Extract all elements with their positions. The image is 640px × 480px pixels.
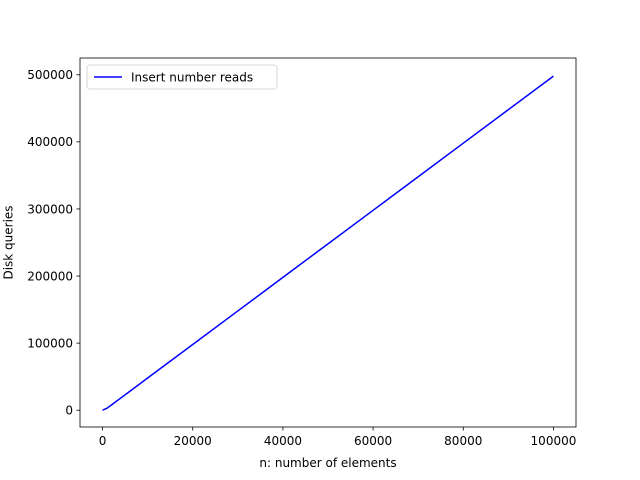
x-tick-label: 40000 — [264, 434, 302, 448]
x-tick-label: 80000 — [444, 434, 482, 448]
y-axis: 0 100000 200000 300000 400000 500000 — [27, 68, 80, 418]
legend: Insert number reads — [86, 64, 278, 90]
x-tick-label: 0 — [99, 434, 107, 448]
legend-box — [86, 64, 278, 90]
x-tick-label: 100000 — [531, 434, 577, 448]
y-tick-label: 100000 — [27, 336, 73, 350]
y-tick-label: 500000 — [27, 68, 73, 82]
plot-frame — [79, 57, 577, 428]
y-tick-label: 200000 — [27, 269, 73, 283]
x-tick-label: 60000 — [354, 434, 392, 448]
series-line-0 — [102, 75, 554, 411]
legend-label-insert-number-reads: Insert number reads — [131, 70, 253, 84]
y-axis-label: Disk queries — [2, 205, 16, 279]
y-tick-label: 400000 — [27, 135, 73, 149]
x-axis: 0 20000 40000 60000 80000 100000 — [99, 427, 577, 448]
x-tick-label: 20000 — [174, 434, 212, 448]
y-tick-label: 300000 — [27, 202, 73, 216]
series-layer — [102, 75, 554, 411]
y-tick-label: 0 — [65, 404, 73, 418]
plot-area — [79, 57, 577, 428]
x-axis-label: n: number of elements — [259, 456, 396, 470]
